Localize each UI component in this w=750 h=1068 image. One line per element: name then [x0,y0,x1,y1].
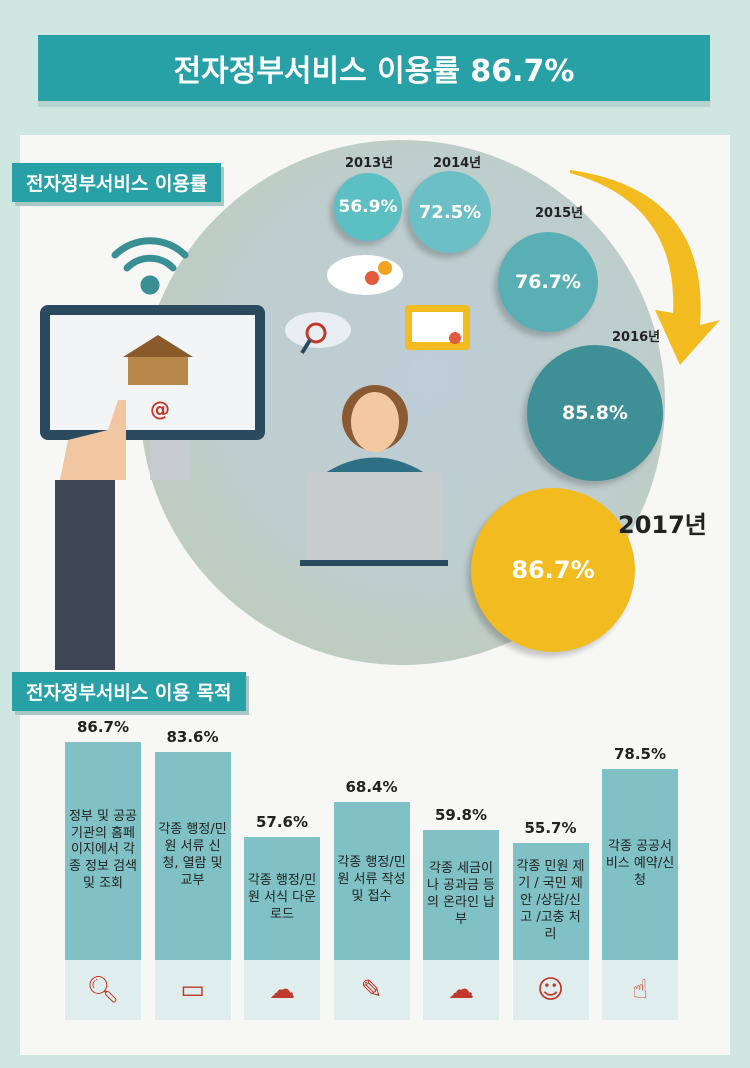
year-label: 2013년 [345,156,394,171]
monitor-icon: @ [40,305,265,480]
bar-category-label: 각종 행정/민원 서류 신청, 열람 및 교부 [158,822,227,888]
year-label: 2014년 [433,156,482,171]
bar-value-label: 59.8% [434,805,488,824]
section-title-usage-purpose: 전자정부서비스 이용 목적 [12,672,246,711]
certificate-icon: ▭ [154,960,231,1020]
bar-category-label: 각종 민원 제기 / 국민 제안 /상담/신고 /고충 처리 [516,859,585,942]
bar: 각종 행정/민원 서류 신청, 열람 및 교부 [154,752,231,960]
trend-arrow-icon [570,170,720,365]
bar-category-label: 정부 및 공공기관의 홈페이지에서 각종 정보 검색 및 조회 [68,808,138,892]
cloud-download-icon: ☁ [244,960,320,1020]
year-label: 2017년 [618,511,707,539]
section-title-usage-rate: 전자정부서비스 이용률 [12,163,222,202]
cloud-search-icon [285,312,351,355]
person-with-laptop-icon [300,385,448,566]
year-value: 72.5% [418,201,482,223]
touch-icon: ☝ [602,960,678,1020]
year-bubble: 76.7% [498,232,598,332]
year-bubble: 72.5% [409,171,491,253]
bar: 각종 민원 제기 / 국민 제안 /상담/신고 /고충 처리 [512,842,589,960]
consultation-icon: ☺ [512,960,589,1020]
wifi-icon [111,237,189,295]
bar-category-label: 각종 행정/민원 서류 작성 및 접수 [337,855,406,905]
bar-value-label: 57.6% [255,812,309,831]
hand-pointing-icon [55,400,126,670]
year-value: 56.9% [338,197,398,217]
year-label: 2016년 [612,330,661,345]
svg-text:@: @ [150,397,170,421]
year-bubble: 86.7% [471,488,635,652]
bar-value-label: 55.7% [524,818,577,837]
year-bubble: 56.9% [334,173,402,241]
year-bubble: 85.8% [527,345,663,481]
bar: 각종 세금이나 공과금 등의 온라인 납부 [423,829,499,960]
bar-value-label: 86.7% [76,717,130,736]
bar: 각종 행정/민원 서식 다운로드 [244,836,320,960]
search-icon: 🔍︎ [65,960,141,1020]
bar-category-label: 각종 행정/민원 서식 다운로드 [247,873,317,922]
bar: 정부 및 공공기관의 홈페이지에서 각종 정보 검색 및 조회 [65,741,141,960]
bar-value-label: 83.6% [166,728,219,746]
year-value: 85.8% [562,402,628,424]
bar-category-label: 각종 공공서비스 예약/신청 [605,838,675,888]
cloud-gear-icon [327,255,403,295]
cloud-hand-icon: ☁ [423,960,499,1020]
year-label: 2015년 [535,206,584,221]
year-value: 76.7% [515,271,581,293]
certificate-chat-icon [405,305,470,350]
document-pen-icon: ✎ [333,960,410,1020]
bar-value-label: 78.5% [613,744,667,763]
bar-value-label: 68.4% [345,777,398,796]
title-banner: 전자정부서비스 이용률 86.7% [38,35,710,101]
bar: 각종 공공서비스 예약/신청 [602,768,678,960]
bar: 각종 행정/민원 서류 작성 및 접수 [333,801,410,960]
bar-category-label: 각종 세금이나 공과금 등의 온라인 납부 [426,861,496,927]
year-value: 86.7% [511,556,595,584]
